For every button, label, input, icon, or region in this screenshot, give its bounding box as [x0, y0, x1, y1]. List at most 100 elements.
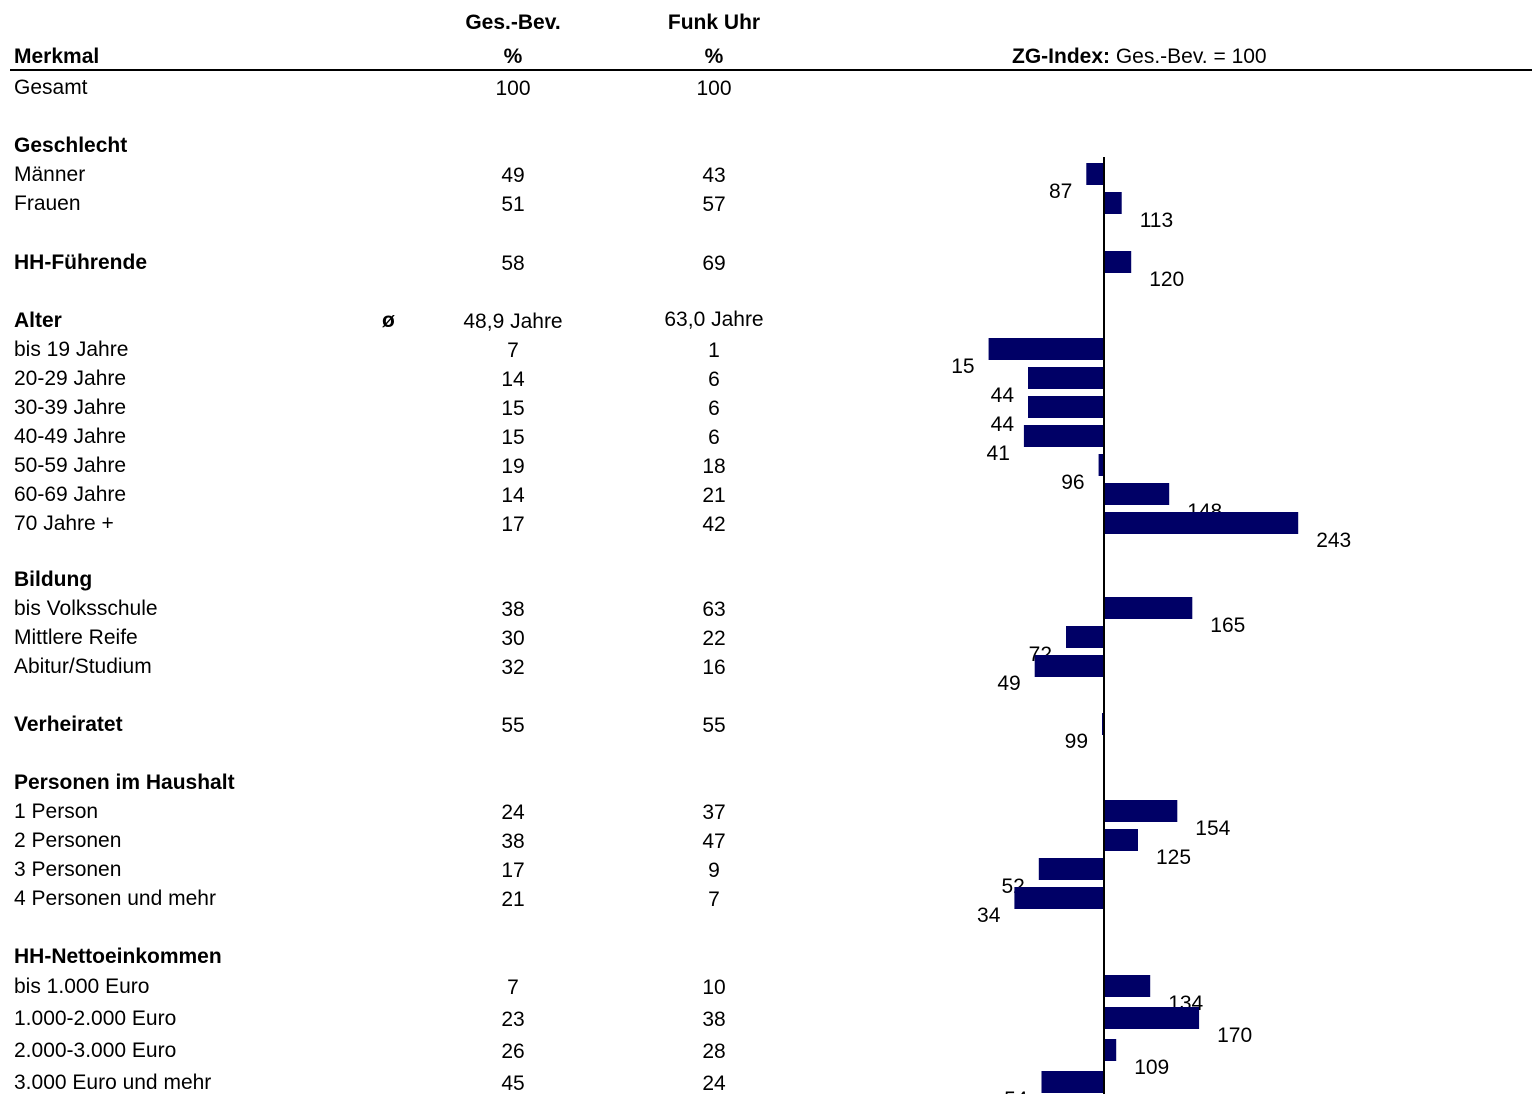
funk-uhr-value: 37 — [702, 801, 726, 824]
section-heading: Geschlecht — [14, 134, 128, 157]
funk-uhr-value: 22 — [702, 627, 726, 650]
funk-uhr-value: 10 — [702, 976, 726, 999]
header-merkmal: Merkmal — [14, 45, 100, 68]
index-value-label: 113 — [1140, 209, 1173, 232]
index-bar — [1104, 483, 1170, 505]
funk-uhr-value: 21 — [702, 484, 726, 507]
index-value-label: 243 — [1316, 529, 1351, 552]
index-value-label: 96 — [1061, 471, 1084, 494]
index-bar — [1104, 1039, 1117, 1061]
row-label: Abitur/Studium — [14, 655, 152, 678]
index-value-label: 109 — [1134, 1056, 1169, 1079]
index-value-label: 41 — [987, 442, 1010, 465]
header-ges-bev-unit: % — [503, 45, 523, 68]
section-heading: Personen im Haushalt — [14, 771, 235, 794]
funk-uhr-value: 28 — [702, 1040, 726, 1063]
row-label: 20-29 Jahre — [14, 367, 127, 390]
header-funk-uhr-unit: % — [704, 45, 724, 68]
funk-uhr-value: 6 — [708, 426, 720, 449]
header-index-bold: ZG-Index: — [1012, 45, 1110, 68]
row-label: 4 Personen und mehr — [14, 887, 216, 910]
ges-bev-value: 58 — [501, 252, 525, 275]
row-label: 1.000-2.000 Euro — [14, 1007, 177, 1030]
index-bar — [1041, 1071, 1104, 1093]
index-bar — [1104, 975, 1151, 997]
ges-bev-value: 15 — [501, 426, 525, 449]
funk-uhr-value: 55 — [702, 714, 726, 737]
header-rule — [10, 69, 1532, 71]
ges-bev-value: 23 — [501, 1008, 525, 1031]
row-label: 50-59 Jahre — [14, 454, 127, 477]
funk-uhr-value: 7 — [708, 888, 720, 911]
index-value-label: 54 — [1004, 1088, 1028, 1094]
section-heading: HH-Nettoeinkommen — [14, 945, 222, 968]
funk-uhr-value: 6 — [708, 397, 720, 420]
index-bar — [1028, 396, 1104, 418]
index-bar — [1066, 626, 1104, 648]
ges-bev-value: 21 — [501, 888, 525, 911]
ges-bev-value: 30 — [501, 627, 525, 650]
ges-bev-value: 24 — [501, 801, 525, 824]
index-bar — [1086, 163, 1104, 185]
row-label: 60-69 Jahre — [14, 483, 127, 506]
index-value-label: 154 — [1195, 817, 1230, 840]
row-label: 2 Personen — [14, 829, 122, 852]
index-value-label: 125 — [1156, 846, 1191, 869]
row-label: 3 Personen — [14, 858, 122, 881]
header-ges-bev: Ges.-Bev. — [465, 11, 561, 34]
index-value-label: 170 — [1217, 1024, 1252, 1047]
row-label: 40-49 Jahre — [14, 425, 127, 448]
ges-bev-value: 49 — [501, 164, 525, 187]
ges-bev-value: 7 — [507, 339, 519, 362]
row-label: Gesamt — [14, 76, 88, 99]
row-label: 70 Jahre + — [14, 512, 114, 535]
index-value-label: 34 — [977, 904, 1001, 927]
funk-uhr-value: 24 — [702, 1072, 726, 1095]
index-value-label: 99 — [1065, 730, 1088, 753]
ges-bev-value: 100 — [495, 77, 531, 100]
ges-bev-value: 38 — [501, 598, 525, 621]
header-index-title: ZG-Index: Ges.-Bev. = 100 — [1012, 45, 1267, 69]
row-label: 1 Person — [14, 800, 99, 823]
index-bar — [1104, 597, 1193, 619]
index-bar — [1104, 251, 1132, 273]
index-value-label: 44 — [991, 384, 1015, 407]
index-bar — [1038, 858, 1104, 880]
index-value-label: 15 — [951, 355, 974, 378]
index-value-label: 49 — [997, 672, 1020, 695]
row-label: bis 19 Jahre — [14, 338, 129, 361]
index-value-label: 44 — [991, 413, 1015, 436]
index-bar — [1034, 655, 1104, 677]
funk-uhr-value: 6 — [708, 368, 720, 391]
ges-bev-value: 15 — [501, 397, 525, 420]
row-label: Männer — [14, 163, 86, 186]
row-label: bis Volksschule — [14, 597, 158, 620]
average-symbol: ø — [382, 309, 395, 332]
index-bar — [988, 338, 1104, 360]
ges-bev-value: 45 — [501, 1072, 525, 1095]
funk-uhr-value: 43 — [702, 164, 726, 187]
index-bar — [1014, 887, 1104, 909]
ges-bev-value: 19 — [501, 455, 525, 478]
ges-bev-value: 38 — [501, 830, 525, 853]
index-bar — [1104, 1007, 1200, 1029]
index-value-label: 165 — [1210, 614, 1245, 637]
index-value-label: 120 — [1149, 268, 1184, 291]
funk-uhr-value: 38 — [702, 1008, 726, 1031]
index-bar — [1028, 367, 1104, 389]
ges-bev-value: 14 — [501, 368, 525, 391]
section-heading: Verheiratet — [14, 713, 123, 736]
funk-uhr-value: 47 — [702, 830, 726, 853]
funk-uhr-value: 63 — [702, 598, 726, 621]
index-bar — [1104, 829, 1138, 851]
funk-uhr-value: 16 — [702, 656, 726, 679]
section-heading: HH-Führende — [14, 251, 147, 274]
funk-uhr-value: 42 — [702, 513, 726, 536]
index-bar — [1104, 800, 1178, 822]
funk-uhr-value: 63,0 Jahre — [664, 308, 764, 331]
ges-bev-value: 17 — [501, 513, 525, 536]
funk-uhr-value: 57 — [702, 193, 726, 216]
funk-uhr-value: 9 — [708, 859, 720, 882]
funk-uhr-value: 69 — [702, 252, 726, 275]
